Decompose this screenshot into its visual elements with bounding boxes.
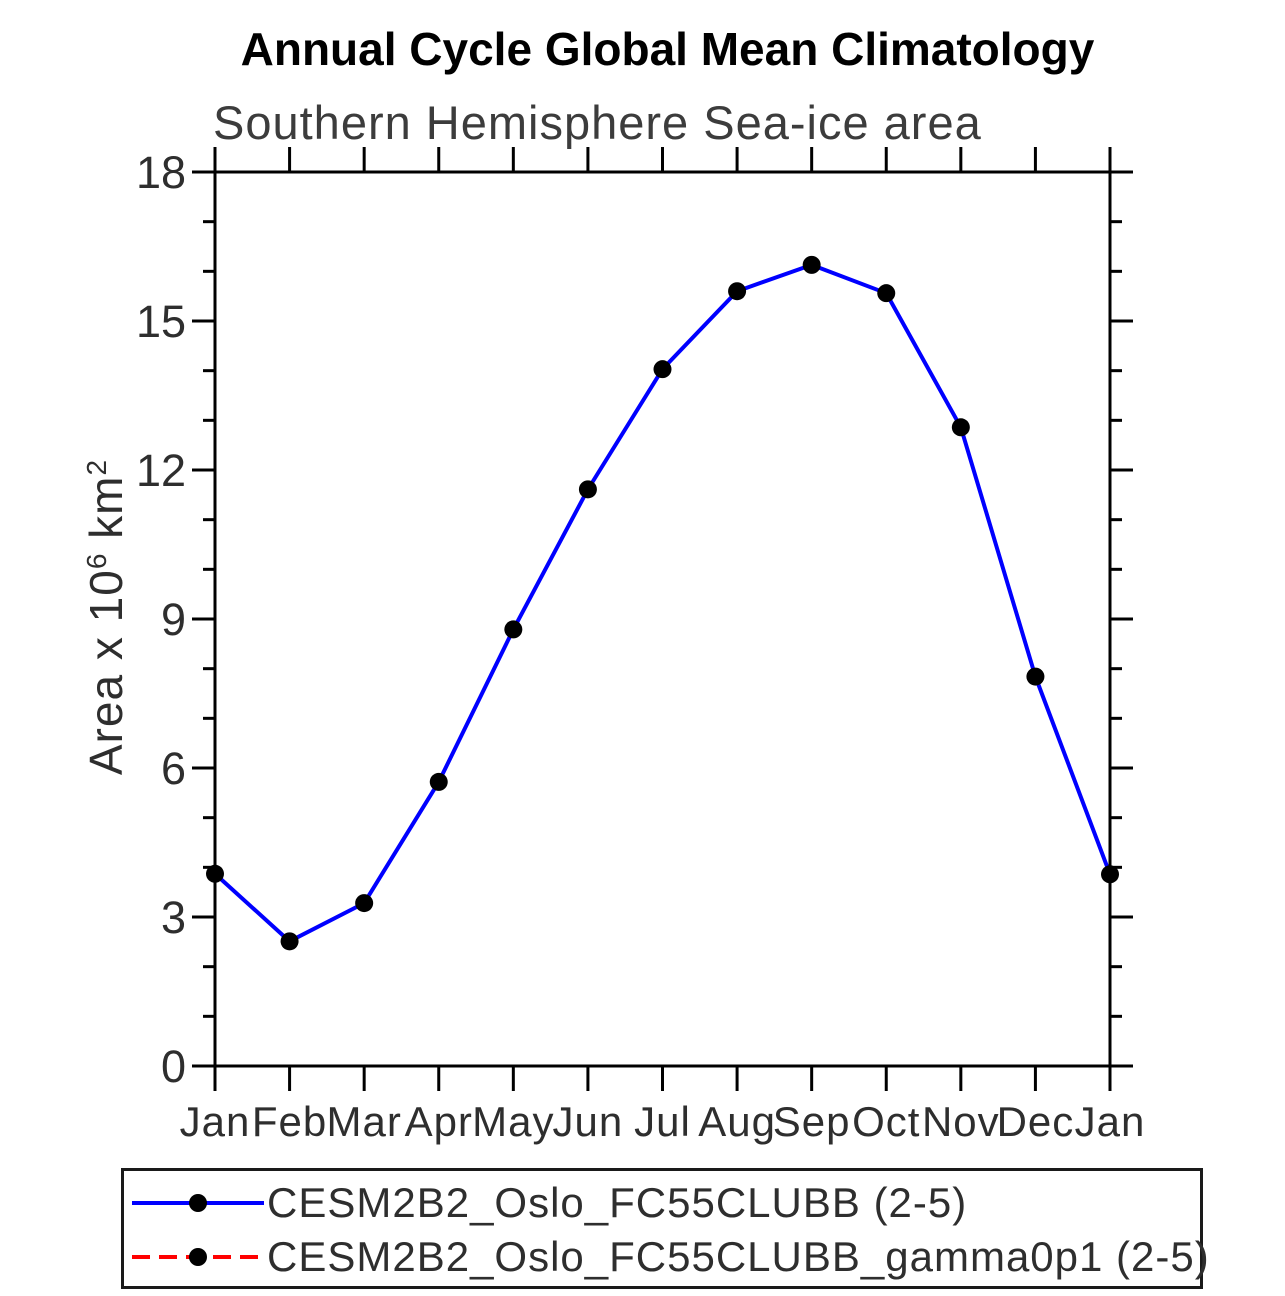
y-axis-ticks (192, 170, 1133, 1068)
legend-item-series-1: CESM2B2_Oslo_FC55CLUBB (2-5) (131, 1179, 967, 1227)
x-tick-label: Feb (252, 1098, 327, 1145)
legend-item-series-2: CESM2B2_Oslo_FC55CLUBB_gamma0p1 (2-5) (131, 1233, 1210, 1281)
data-point-marker (1101, 865, 1119, 884)
x-tick-label: Apr (405, 1098, 473, 1145)
y-tick-label: 6 (161, 743, 186, 794)
data-point-marker (728, 282, 747, 301)
y-tick-label: 9 (161, 594, 186, 645)
plot-frame (213, 170, 1112, 1068)
data-point-marker (951, 418, 970, 437)
legend-marker-dot-icon (189, 1194, 207, 1212)
x-tick-label: Dec (997, 1098, 1075, 1145)
y-tick-label: 0 (161, 1041, 186, 1092)
data-point-marker (802, 255, 821, 274)
legend-label-series-2: CESM2B2_Oslo_FC55CLUBB_gamma0p1 (2-5) (267, 1233, 1210, 1280)
x-tick-label: Nov (922, 1098, 1000, 1145)
y-tick-label: 3 (161, 892, 186, 943)
y-tick-label: 15 (136, 296, 186, 347)
x-tick-label: Jul (634, 1098, 691, 1145)
chart-title: Annual Cycle Global Mean Climatology (240, 23, 1095, 75)
x-tick-label: Jan (180, 1098, 251, 1145)
data-point-marker (206, 864, 224, 883)
data-point-marker (1026, 667, 1045, 686)
data-point-marker (578, 480, 597, 499)
x-tick-label: Oct (852, 1098, 920, 1145)
y-axis-tick-labels: 0 3 6 9 12 15 18 (136, 147, 186, 1092)
data-point-marker (429, 772, 448, 791)
x-tick-label: Jan (1075, 1098, 1146, 1145)
legend-line-sample-blue-solid (132, 1194, 264, 1212)
x-tick-label: Sep (773, 1098, 851, 1145)
data-point-marker (504, 620, 523, 639)
x-axis-ticks (213, 147, 1112, 1091)
x-tick-label: Mar (326, 1098, 401, 1145)
x-tick-label: May (472, 1098, 554, 1145)
chart-subtitle: Southern Hemisphere Sea-ice area (213, 96, 982, 149)
data-point-marker (280, 932, 299, 951)
x-tick-label: Jun (553, 1098, 624, 1145)
legend-box: CESM2B2_Oslo_FC55CLUBB (2-5) CESM2B2_Osl… (121, 1168, 1209, 1289)
data-point-marker (355, 894, 374, 913)
legend-marker-dot-icon (189, 1248, 207, 1266)
y-tick-label: 18 (136, 147, 186, 198)
data-point-marker (653, 360, 672, 379)
x-tick-label: Aug (698, 1098, 776, 1145)
y-tick-label: 12 (136, 445, 186, 496)
data-point-marker (877, 284, 896, 303)
legend-line-sample-red-dashed (132, 1248, 264, 1266)
series-markers-1 (206, 255, 1119, 951)
legend-label-series-1: CESM2B2_Oslo_FC55CLUBB (2-5) (267, 1179, 968, 1226)
